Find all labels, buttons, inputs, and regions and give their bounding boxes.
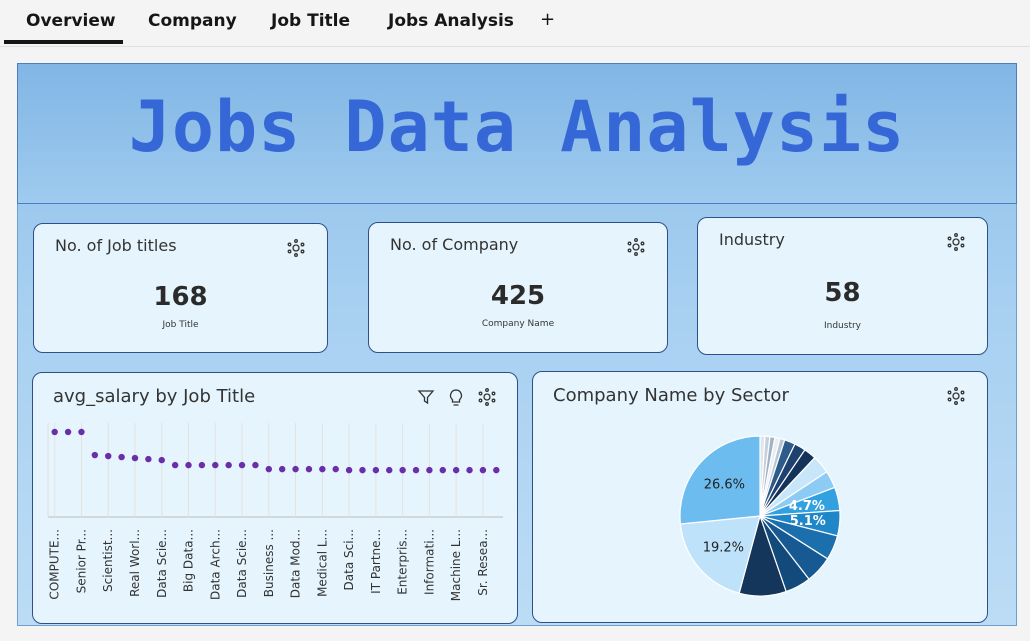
x-tick-label: Senior Pr... bbox=[74, 529, 88, 593]
x-tick-label: Enterpris... bbox=[396, 529, 410, 595]
filter-icon[interactable] bbox=[417, 388, 435, 406]
dot bbox=[238, 461, 246, 469]
x-tick-label: Business ... bbox=[262, 529, 276, 597]
dot bbox=[212, 461, 219, 469]
dot bbox=[439, 466, 446, 474]
kpi-value: 168 bbox=[153, 282, 208, 312]
kpi-label: Industry bbox=[823, 321, 862, 331]
x-tick-label: IT Partne... bbox=[369, 529, 383, 594]
dot bbox=[131, 454, 139, 462]
tab[interactable]: Job Title bbox=[271, 11, 350, 31]
dot bbox=[171, 461, 179, 469]
x-tick-label: Data Scie... bbox=[155, 529, 169, 598]
dot bbox=[493, 466, 500, 474]
dot bbox=[466, 466, 473, 474]
banner-title: Jobs Data Analysis bbox=[128, 86, 906, 168]
tab[interactable]: Company bbox=[148, 11, 237, 31]
dot bbox=[292, 465, 299, 473]
kpi-title: Industry bbox=[719, 230, 785, 249]
kpi-card[interactable]: No. of Job titles 168 Job Title bbox=[33, 223, 328, 353]
chart-title: Company Name by Sector bbox=[553, 385, 789, 406]
chart-card[interactable]: avg_salary by Job Title COMPUTE... Senior… bbox=[32, 372, 518, 624]
dot bbox=[278, 465, 286, 473]
pie-slice bbox=[679, 435, 761, 525]
dot bbox=[372, 466, 380, 474]
settings-icon[interactable] bbox=[286, 238, 306, 258]
dot bbox=[225, 461, 232, 469]
dot bbox=[359, 466, 366, 474]
data-label: 26.6% bbox=[704, 477, 745, 492]
dot bbox=[319, 465, 326, 473]
dot bbox=[145, 455, 152, 463]
chart-title: avg_salary by Job Title bbox=[53, 386, 256, 407]
x-tick-label: Big Data... bbox=[182, 529, 196, 592]
x-tick-label: Medical L... bbox=[315, 529, 329, 597]
dot bbox=[64, 428, 72, 436]
kpi-label: Job Title bbox=[162, 320, 199, 330]
kpi-card[interactable]: No. of Company 425 Company Name bbox=[368, 222, 668, 353]
dot bbox=[51, 428, 58, 436]
tab[interactable]: Jobs Analysis bbox=[388, 11, 514, 31]
dot bbox=[479, 466, 487, 474]
dot bbox=[91, 451, 99, 459]
data-label: 19.2% bbox=[703, 541, 744, 556]
settings-icon[interactable] bbox=[946, 232, 966, 252]
insight-icon[interactable] bbox=[447, 388, 465, 408]
kpi-title: No. of Job titles bbox=[55, 236, 177, 255]
dot bbox=[198, 461, 206, 469]
data-label: 5.1% bbox=[790, 514, 826, 529]
x-tick-label: Informati... bbox=[422, 529, 436, 595]
kpi-label: Company Name bbox=[481, 319, 555, 329]
dot bbox=[118, 453, 125, 461]
settings-icon[interactable] bbox=[626, 237, 646, 257]
active-tab-indicator bbox=[4, 40, 123, 44]
x-tick-label: Data Sci... bbox=[342, 529, 356, 590]
dot bbox=[412, 466, 420, 474]
add-tab[interactable]: + bbox=[540, 9, 556, 30]
x-tick-label: COMPUTE... bbox=[48, 529, 62, 600]
x-tick-label: Machine L... bbox=[449, 529, 463, 601]
settings-icon[interactable] bbox=[946, 386, 966, 406]
dot bbox=[426, 466, 433, 474]
tab[interactable]: Overview bbox=[26, 11, 116, 31]
kpi-value: 58 bbox=[824, 278, 861, 308]
x-tick-label: Data Scie... bbox=[235, 529, 249, 598]
dot bbox=[305, 465, 313, 473]
kpi-title: No. of Company bbox=[390, 235, 519, 254]
x-tick-label: Sr. Resea... bbox=[476, 529, 490, 596]
dot bbox=[105, 452, 112, 460]
x-tick-label: Data Arch... bbox=[208, 529, 222, 600]
data-label: 4.7% bbox=[789, 499, 825, 514]
pie-slice bbox=[679, 515, 761, 594]
kpi-value: 425 bbox=[490, 281, 546, 311]
dot-chart: COMPUTE... Senior Pr... Scientist... Real W… bbox=[47, 423, 503, 601]
dot bbox=[265, 465, 273, 473]
dot bbox=[158, 456, 165, 464]
dot bbox=[78, 428, 85, 436]
dot bbox=[185, 461, 192, 469]
banner: Jobs Data Analysis bbox=[17, 63, 1017, 204]
settings-icon[interactable] bbox=[477, 387, 497, 407]
x-tick-label: Data Mod... bbox=[289, 529, 303, 598]
x-tick-label: Scientist... bbox=[101, 529, 115, 592]
pie-chart: 4.7%5.1% 19.2% 26.6% bbox=[679, 435, 841, 597]
dot bbox=[452, 466, 460, 474]
dot bbox=[399, 466, 406, 474]
dot bbox=[332, 465, 339, 473]
dot bbox=[386, 466, 393, 474]
dot bbox=[345, 466, 353, 474]
x-tick-label: Real Worl... bbox=[128, 529, 142, 597]
dot bbox=[252, 461, 259, 469]
tab-bar: Overview Company Job Title Jobs Analysis… bbox=[0, 0, 1030, 47]
chart-card[interactable]: Company Name by Sector 4.7% 5.1% 19.2% 26.6… bbox=[532, 371, 988, 623]
kpi-card[interactable]: Industry 58 Industry bbox=[697, 217, 988, 355]
